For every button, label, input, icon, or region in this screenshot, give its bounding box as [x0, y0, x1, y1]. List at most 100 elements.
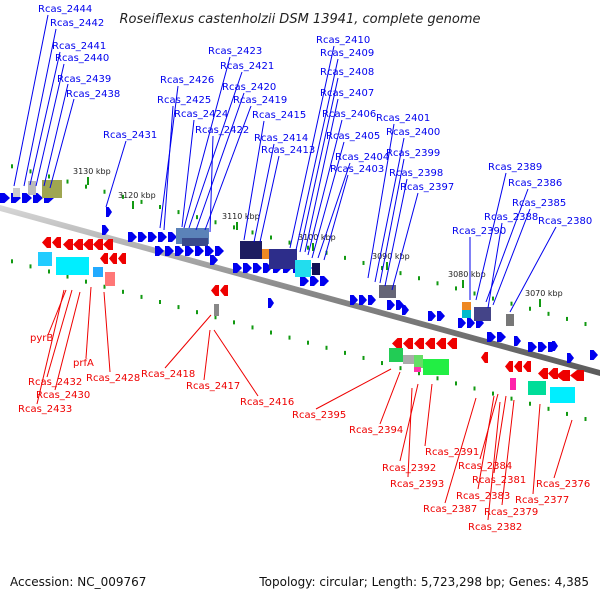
reverse-gene-arrow	[83, 239, 93, 250]
gene-feature-block	[462, 310, 471, 318]
gene-feature-block	[93, 267, 103, 277]
callout-leader-line	[492, 208, 531, 306]
gene-label: Rcas_2428	[86, 373, 140, 384]
kbp-major-tick	[87, 177, 89, 185]
scale-tick	[436, 281, 439, 286]
gene-label: Rcas_2423	[208, 46, 262, 57]
gene-feature-block	[28, 181, 36, 195]
forward-gene-arrow	[320, 276, 329, 286]
callout-leader-line	[181, 119, 195, 228]
forward-gene-arrow	[402, 305, 409, 315]
gene-label: pyrB	[30, 333, 53, 344]
gene-feature-block	[105, 272, 115, 286]
gene-label: Rcas_2414	[254, 133, 308, 144]
gene-feature-block	[13, 188, 20, 197]
callout-leader-line	[163, 105, 174, 231]
scale-tick	[566, 411, 568, 416]
callout-leader-line	[444, 397, 477, 504]
forward-gene-arrow	[33, 193, 43, 203]
reverse-gene-arrow	[414, 338, 424, 349]
reverse-gene-arrow	[556, 370, 570, 381]
kbp-tick-label: 3120 kbp	[118, 191, 156, 200]
gene-label: Rcas_2425	[157, 95, 211, 106]
callout-leader-line	[509, 226, 557, 313]
scale-tick	[159, 300, 161, 304]
forward-gene-arrow	[165, 246, 174, 256]
gene-feature-block	[56, 257, 89, 275]
reverse-gene-arrow	[52, 237, 61, 248]
callout-leader-line	[307, 119, 343, 256]
map-title: Roseiflexus castenholzii DSM 13941, comp…	[120, 12, 481, 27]
scale-tick	[288, 240, 291, 245]
gene-label: Rcas_2379	[484, 507, 538, 518]
scale-tick	[270, 235, 272, 240]
forward-gene-arrow	[497, 332, 506, 342]
gene-label: Rcas_2418	[141, 369, 195, 380]
callout-leader-line	[46, 289, 73, 378]
callout-leader-line	[209, 135, 214, 233]
forward-gene-arrow	[195, 246, 204, 256]
scale-tick	[307, 340, 309, 345]
gene-feature-block	[38, 252, 52, 266]
callout-leader-line	[243, 120, 265, 241]
gene-label: Rcas_2432	[28, 377, 82, 388]
forward-gene-arrow	[155, 246, 164, 256]
callout-leader-line	[23, 28, 57, 187]
scale-tick	[473, 291, 476, 296]
gene-label: Rcas_2385	[512, 198, 566, 209]
gene-label: Rcas_2400	[386, 127, 440, 138]
forward-gene-arrow	[437, 311, 445, 321]
genome-backbone	[0, 205, 600, 376]
callout-leader-line	[532, 403, 541, 495]
scale-tick	[251, 325, 254, 330]
gene-label: Rcas_2390	[452, 226, 506, 237]
callout-leader-line	[188, 71, 243, 229]
scale-tick	[362, 260, 365, 265]
gene-label: Rcas_2433	[18, 404, 72, 415]
forward-gene-arrow	[590, 350, 598, 360]
reverse-gene-arrow	[570, 370, 584, 381]
scale-tick	[492, 296, 494, 301]
reverse-gene-arrow	[505, 361, 513, 372]
forward-gene-arrow	[102, 225, 109, 235]
callout-leader-line	[477, 395, 495, 490]
gene-label: Rcas_2377	[515, 495, 569, 506]
gene-feature-block	[462, 302, 471, 310]
reverse-gene-arrow	[514, 361, 522, 372]
forward-gene-arrow	[268, 298, 274, 308]
forward-gene-arrow	[263, 263, 272, 273]
callout-leader-line	[295, 58, 339, 251]
gene-feature-block	[528, 381, 546, 395]
callout-leader-line	[54, 291, 81, 391]
gene-label: Rcas_2388	[484, 212, 538, 223]
kbp-major-tick	[132, 201, 134, 209]
gene-label: Rcas_2392	[382, 463, 436, 474]
scale-tick	[140, 199, 143, 204]
forward-gene-arrow	[514, 336, 521, 346]
callout-leader-line	[379, 371, 401, 425]
gene-label: Rcas_2413	[261, 145, 315, 156]
gene-label: Rcas_2380	[538, 216, 592, 227]
forward-gene-arrow	[368, 295, 376, 305]
forward-gene-arrow	[158, 232, 167, 242]
scale-tick	[85, 279, 87, 284]
scale-tick	[344, 350, 346, 355]
callout-leader-line	[384, 178, 408, 287]
callout-leader-line	[213, 329, 259, 397]
gene-label: Rcas_2394	[349, 425, 403, 436]
scale-tick	[492, 391, 494, 396]
scale-tick	[48, 269, 50, 274]
gene-label: Rcas_2441	[52, 41, 106, 52]
scale-tick	[270, 330, 272, 335]
reverse-gene-arrow	[211, 285, 219, 296]
scale-tick	[418, 276, 420, 281]
scale-tick	[29, 169, 32, 174]
forward-gene-arrow	[148, 232, 157, 242]
reverse-gene-arrow	[63, 239, 73, 250]
gene-label: Rcas_2393	[390, 479, 444, 490]
forward-gene-arrow	[487, 332, 496, 342]
gene-feature-block	[550, 387, 575, 403]
scale-tick	[584, 322, 587, 327]
forward-gene-arrow	[128, 232, 137, 242]
